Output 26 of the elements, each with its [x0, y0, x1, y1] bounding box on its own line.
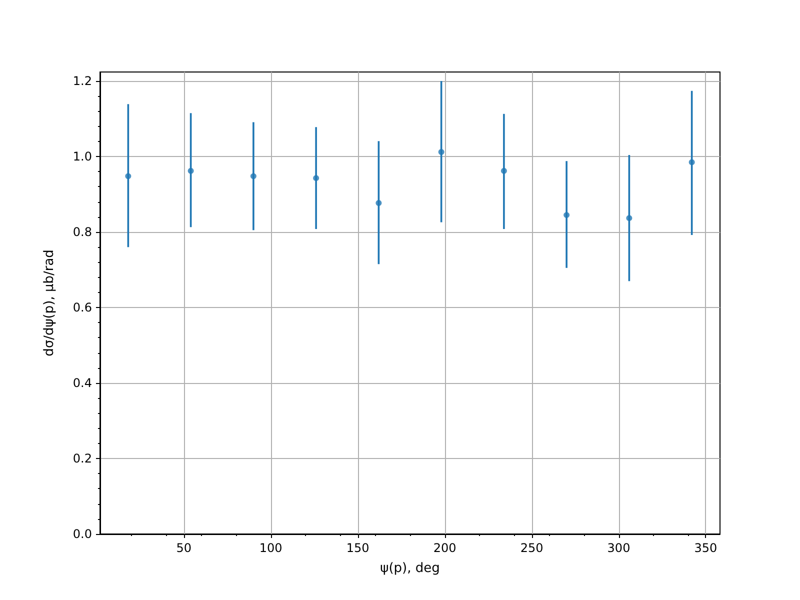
x-tick-label: 300	[607, 541, 630, 555]
point	[188, 168, 194, 174]
x-tick-label: 150	[346, 541, 370, 555]
x-tick-label: 250	[520, 541, 544, 555]
y-tick-label: 0.6	[72, 300, 92, 315]
y-tick-label: 1.0	[72, 150, 92, 164]
point	[250, 173, 256, 180]
x-tick-label: 200	[433, 541, 456, 555]
y-axis-title: dσ/dψ(p), μb/rad	[42, 250, 57, 356]
point	[376, 200, 382, 206]
y-tick-label: 0.0	[72, 527, 92, 541]
x-tick-label: 350	[694, 541, 718, 555]
point	[626, 215, 632, 222]
x-tick-label: 50	[176, 541, 192, 555]
y-tick-label: 0.8	[72, 225, 92, 240]
point	[564, 212, 570, 218]
point	[313, 175, 320, 182]
point	[125, 173, 132, 180]
x-tick-label: 100	[259, 541, 282, 555]
point	[500, 168, 507, 174]
y-tick-label: 1.2	[72, 74, 92, 88]
y-tick-label: 0.4	[72, 376, 92, 390]
point	[688, 159, 695, 166]
x-axis-title: ψ(p), deg	[380, 561, 440, 576]
y-tick-label: 0.2	[72, 452, 92, 466]
point	[438, 149, 444, 156]
